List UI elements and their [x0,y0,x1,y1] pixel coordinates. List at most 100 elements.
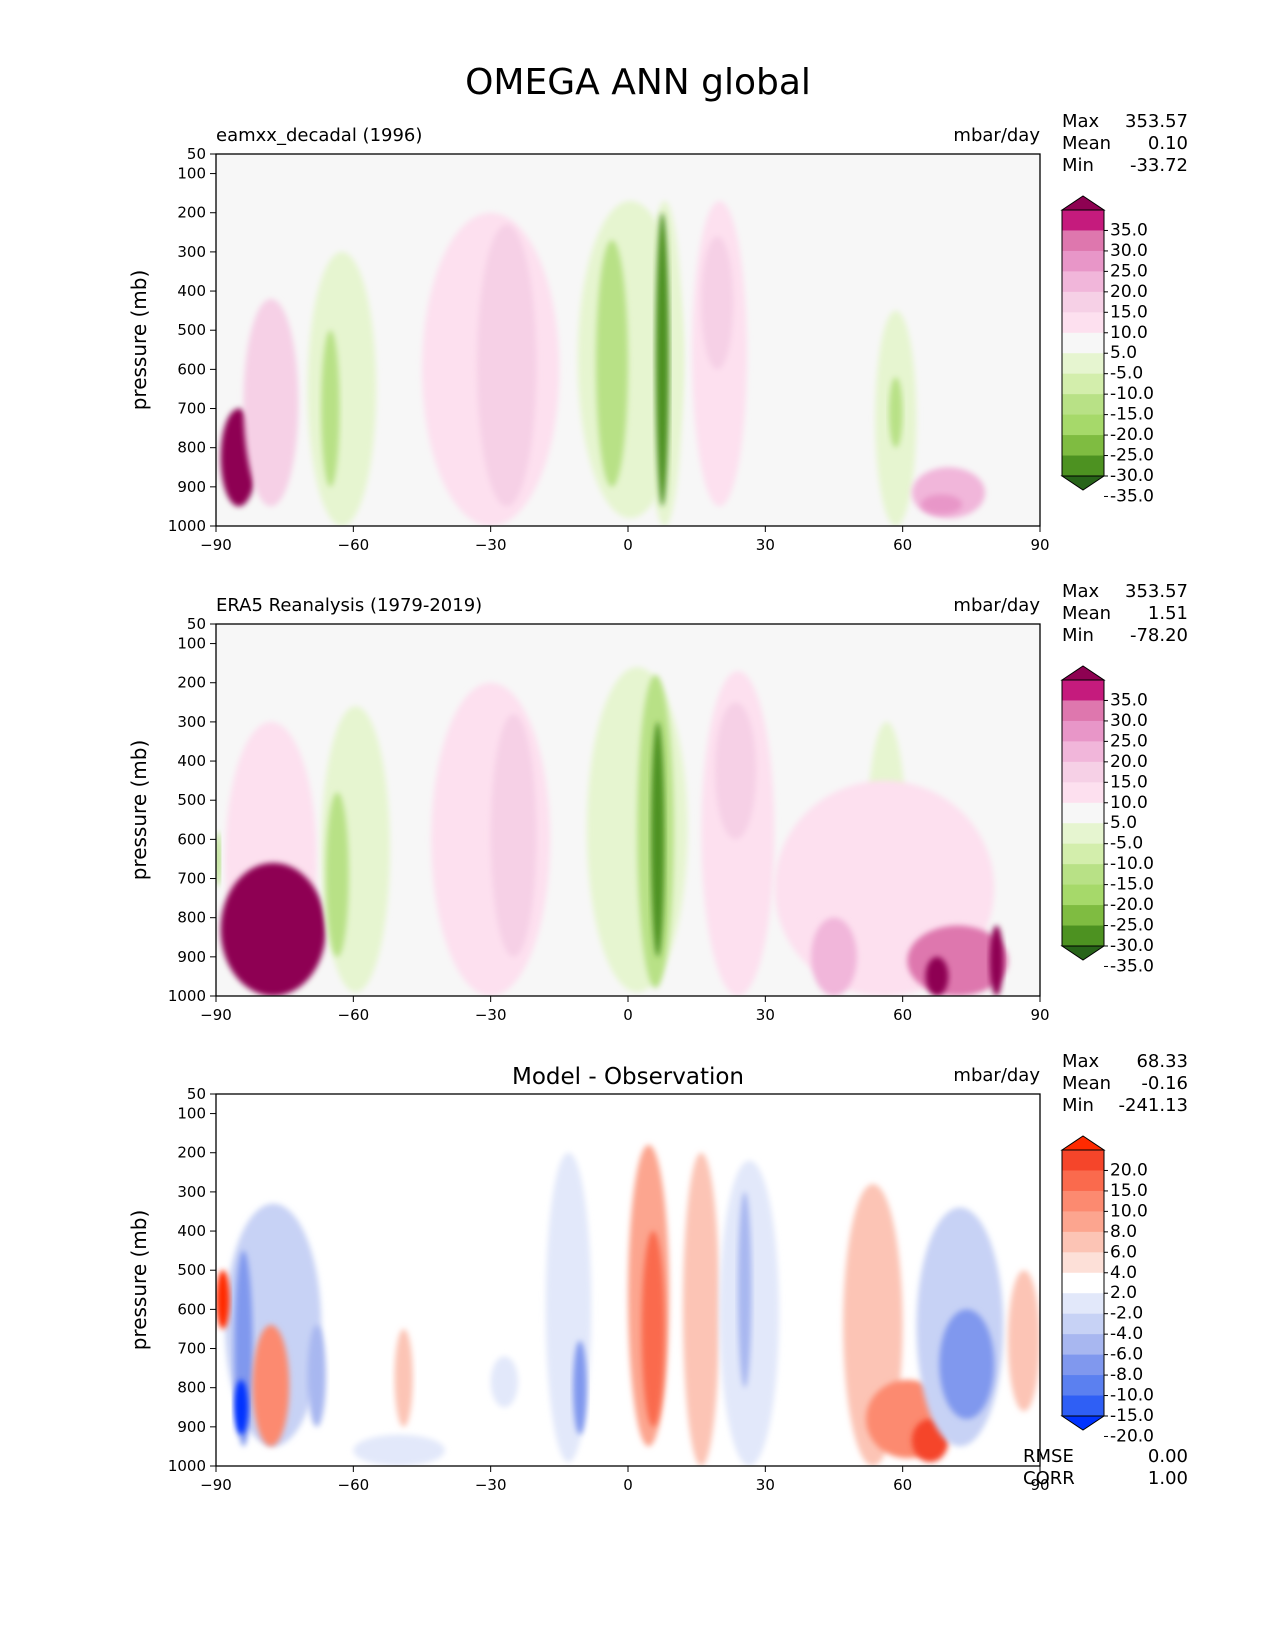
colorbar-tick-label: 15.0 [1110,302,1148,322]
y-axis-label: pressure (mb) [127,270,151,411]
figure-title: OMEGA ANN global [465,62,811,103]
x-tick-label: 30 [756,1006,775,1024]
y-tick-label: 200 [177,1144,206,1162]
contour-region-11 [714,702,757,840]
y-tick-label: 1000 [168,1457,206,1475]
y-tick-label: 800 [177,909,206,927]
colorbar-tick-label: 5.0 [1110,813,1137,833]
contour-region-5 [476,224,537,507]
x-tick-label: 90 [1030,1006,1049,1024]
y-tick-label: 400 [177,752,206,770]
colorbar-tick-label: -10.0 [1110,384,1154,404]
colorbar-segment [1062,1272,1104,1294]
colorbar-tick-label: 6.0 [1110,1242,1137,1262]
stat-value: -0.16 [1141,1073,1188,1094]
y-tick-label: 100 [177,1105,206,1123]
colorbar-tick-label: -2.0 [1110,1304,1143,1324]
contour-region-17 [925,956,949,996]
colorbar-segment [1062,1334,1104,1356]
contour-region-4 [325,792,349,957]
colorbar-tick-label: 20.0 [1110,282,1148,302]
y-tick-label: 700 [177,400,206,418]
colorbar-segment [1062,1252,1104,1274]
y-tick-label: 700 [177,1340,206,1358]
colorbar-segment [1062,312,1104,334]
colorbar-segment [1062,1231,1104,1253]
colorbar-segment [1062,250,1104,272]
stat-label: Max [1062,581,1100,602]
units-label: mbar/day [953,125,1040,146]
colorbar-segment [1062,761,1104,783]
stat-value: -241.13 [1119,1095,1188,1116]
colorbar-extend-max [1060,195,1106,211]
colorbar-segment [1062,332,1104,354]
colorbar-tick-label: 10.0 [1110,1201,1148,1221]
colorbar-segment [1062,435,1104,457]
panel-reference: −90 −60 −30 0 30 60 90 50 100 200 300 400 500 600 700 8… [127,581,1188,1024]
colorbar-segment [1062,802,1104,824]
colorbar-tick-label: 25.0 [1110,261,1148,281]
colorbar-tick-label: -35.0 [1110,956,1154,976]
x-tick-label: 60 [893,1006,912,1024]
stat-value: -78.20 [1130,625,1188,646]
metric-value: 1.00 [1148,1468,1188,1489]
x-tick-label: 30 [756,1476,775,1494]
colorbar-tick-label: -30.0 [1110,936,1154,956]
colorbar-segment [1062,230,1104,252]
y-tick-label: 700 [177,870,206,888]
colorbar-tick-label: 2.0 [1110,1283,1137,1303]
colorbar-segment [1062,884,1104,906]
colorbar-segment [1062,1211,1104,1233]
contour-region-6 [353,1434,445,1466]
colorbar: 35.030.025.020.015.010.05.0-5.0-10.0-15.… [1060,195,1154,506]
colorbar-segment [1062,1354,1104,1376]
contour-field [216,1144,1040,1466]
units-label: mbar/day [953,1065,1040,1086]
contour-region-11 [701,236,734,370]
stat-value: 0.10 [1148,133,1188,154]
x-tick-label: −60 [338,1006,370,1024]
colorbar-tick-label: -20.0 [1110,895,1154,915]
contour-region-13 [682,1152,720,1466]
colorbar-segment [1062,782,1104,804]
colorbar: 20.015.010.08.06.04.02.0-2.0-4.0-6.0-8.0… [1060,1135,1154,1446]
colorbar-segment [1062,1190,1104,1212]
colorbar-tick-label: -10.0 [1110,1386,1154,1406]
y-tick-label: 50 [187,1085,206,1103]
colorbar-extend-min [1060,475,1106,491]
colorbar-segment [1062,394,1104,416]
y-tick-label: 1000 [168,517,206,535]
contour-region-10 [573,1340,587,1435]
colorbar-tick-label: 15.0 [1110,772,1148,792]
colorbar-tick-label: -8.0 [1110,1365,1143,1385]
contour-region-1 [243,298,299,507]
colorbar-segment [1062,1170,1104,1192]
contour-region-7 [595,240,628,487]
colorbar-segment [1062,864,1104,886]
colorbar-tick-label: -6.0 [1110,1345,1143,1365]
x-tick-label: −60 [338,536,370,554]
y-tick-label: 900 [177,948,206,966]
metric-value: 0.00 [1148,1446,1188,1467]
stat-value: -33.72 [1130,155,1188,176]
colorbar-tick-label: -10.0 [1110,854,1154,874]
y-tick-label: 200 [177,204,206,222]
colorbar-segment [1062,353,1104,375]
x-tick-label: 90 [1030,536,1049,554]
y-tick-label: 500 [177,1261,206,1279]
colorbar-tick-label: 10.0 [1110,793,1148,813]
contour-region-9 [650,721,665,957]
contour-region-12 [641,1231,665,1427]
colorbar-tick-label: 20.0 [1110,752,1148,772]
stat-label: Mean [1062,603,1111,624]
stat-label: Min [1062,1095,1094,1116]
colorbar-tick-label: -5.0 [1110,834,1143,854]
colorbar-segment [1062,823,1104,845]
y-axis-label: pressure (mb) [127,1210,151,1351]
contour-region-3 [234,1379,249,1435]
panel-title: ERA5 Reanalysis (1979-2019) [216,595,482,616]
colorbar-tick-label: 30.0 [1110,711,1148,731]
x-tick-label: −90 [200,536,232,554]
x-tick-label: −90 [200,1006,232,1024]
x-tick-label: 90 [1030,1476,1049,1494]
